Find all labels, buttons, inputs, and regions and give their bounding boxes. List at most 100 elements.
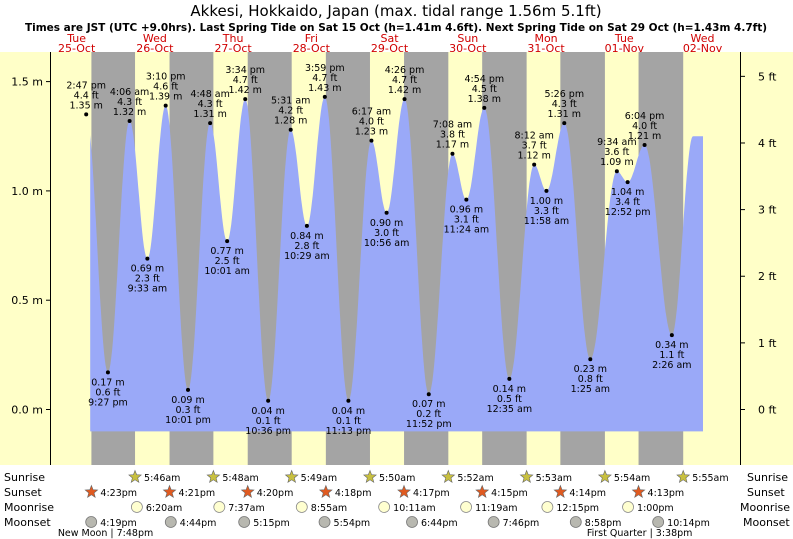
tide-height-ft: 4.7 ft [233,75,258,86]
y-tick-label-ft: 4 ft [758,137,777,150]
tide-height-m: 0.77 m [210,246,243,257]
row-label-sunrise-right: Sunrise [747,471,788,484]
tide-time: 2:47 pm [66,80,106,91]
tide-height-ft: 4.3 ft [198,99,223,110]
tide-point [84,112,89,117]
axes: 1.5 m 1.0 m 0.5 m 0.0 m 5 ft 4 ft 3 ft 2 ft 1 ft… [11,70,777,416]
tide-height-m: 1.28 m [274,116,307,127]
moonrise-icon [541,501,554,513]
tide-height-m: 0.90 m [370,218,403,229]
tide-time: 8:12 am [514,131,553,142]
day-date: 02-Nov [683,42,723,55]
tide-height-m: 1.17 m [436,140,469,151]
tide-height-ft: 4.7 ft [312,73,337,84]
tide-height-ft: 4.6 ft [153,82,178,93]
tide-time: 11:52 pm [406,419,452,430]
sunset-icon [475,484,490,498]
day-name: Fri [305,32,318,45]
day-date: 30-Oct [449,42,487,55]
moonrise-time: 1:00pm [637,503,674,514]
day-date: 01-Nov [605,42,645,55]
tide-height-ft: 3.4 ft [615,197,640,208]
tide-height-m: 0.23 m [574,364,607,375]
tide-height-ft: 0.1 ft [336,416,361,427]
sunrise-icon [284,469,299,483]
tide-height-m: 1.35 m [69,100,102,111]
moonset-icon [85,516,98,528]
sunrise-time: 5:50am [379,473,415,484]
sunset-icon [84,484,99,498]
tide-point [384,210,389,215]
tide-point [186,387,191,392]
sunset-icon [240,484,255,498]
tide-height-ft: 4.7 ft [392,75,417,86]
tide-time: 3:34 pm [225,65,265,76]
moonset-time: 4:19pm [100,518,137,529]
moonrise-time: 12:15pm [556,503,599,514]
moonset-icon [318,516,331,528]
moonrise-time: 6:20am [146,503,182,514]
tide-height-ft: 4.5 ft [472,84,497,95]
tide-time: 6:04 pm [625,111,665,122]
moonrise-time: 7:37am [228,503,264,514]
day-name: Thu [222,32,244,45]
moonrise-icon [460,501,472,513]
tide-point [614,169,619,174]
tide-point [208,121,213,126]
moonrise-icon [130,501,143,513]
tide-height-m: 1.09 m [600,157,633,168]
day-name: Mon [534,32,557,45]
sunset-time: 4:21pm [179,488,216,499]
y-tick-label-ft: 2 ft [758,270,777,283]
day-date: 25-Oct [58,42,96,55]
sunset-time: 4:13pm [648,488,685,499]
tide-height-ft: 3.1 ft [454,215,479,226]
tide-point [225,239,230,244]
y-tick-label-m: 1.0 m [11,185,43,198]
moonset-time: 8:58pm [585,518,622,529]
tide-point [105,370,110,375]
moon-phase-label: New Moon | 7:48pm [58,528,153,539]
sunrise-time: 5:49am [301,473,337,484]
tide-height-ft: 0.2 ft [416,409,441,420]
tide-height-m: 1.38 m [468,94,501,105]
y-tick-label-m: 1.5 m [11,76,43,89]
sunset-time: 4:23pm [100,488,137,499]
day-name: Sun [457,32,478,45]
tide-point [482,105,487,110]
tide-point [163,103,168,108]
row-label-sunset-left: Sunset [4,486,42,499]
moonrise-icon [295,501,308,513]
tide-time: 4:48 am [190,89,229,100]
tide-point [243,97,248,102]
tide-height-m: 0.04 m [251,406,284,417]
tide-time: 7:08 am [433,120,472,131]
tide-time: 1:25 am [571,384,610,395]
sunrise-icon [128,469,142,483]
tide-height-m: 0.96 m [450,205,483,216]
sunset-time: 4:17pm [413,488,450,499]
tide-height-ft: 1.1 ft [659,350,684,361]
tide-time: 12:52 pm [605,207,651,218]
moonset-time: 5:54pm [334,518,371,529]
tide-height-ft: 3.3 ft [534,206,559,217]
sunset-time: 4:15pm [491,488,528,499]
tide-height-ft: 2.8 ft [294,241,319,252]
sunrise-icon [597,469,612,483]
y-tick-label-ft: 5 ft [758,70,777,83]
tide-point [346,398,351,403]
tide-height-m: 0.07 m [412,399,445,410]
tide-point [304,223,309,228]
tide-height-ft: 4.0 ft [632,121,657,132]
y-tick-label-ft: 1 ft [758,337,777,350]
tide-time: 2:26 am [652,360,691,371]
tide-time: 5:26 pm [544,89,584,100]
tide-height-ft: 0.8 ft [578,374,603,385]
sunrise-time: 5:54am [614,473,650,484]
tide-height-m: 0.34 m [655,340,688,351]
sunset-time: 4:18pm [335,488,372,499]
tide-point [127,118,132,123]
day-date: 26-Oct [136,42,174,55]
moonrise-time: 8:55am [311,503,347,514]
tide-time: 10:01 am [204,266,249,277]
